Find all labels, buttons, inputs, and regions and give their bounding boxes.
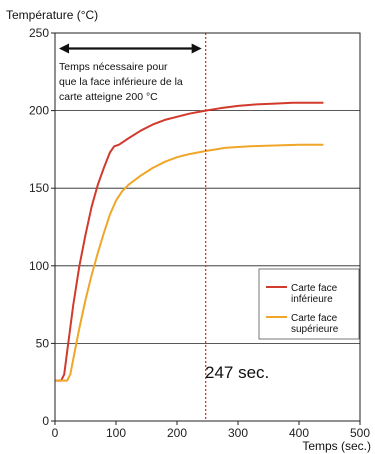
annotation-text-line-1: Temps nécessaire pour <box>59 61 168 73</box>
arrow-head-left <box>59 43 69 54</box>
y-tick-label-0: 0 <box>42 414 49 428</box>
series <box>55 33 324 421</box>
x-tick-label-200: 200 <box>167 426 187 440</box>
annotation-text-line-2: que la face inférieure de la <box>59 76 183 88</box>
legend-label-upper-1: Carte face <box>291 313 338 324</box>
x-tick-label-300: 300 <box>228 426 248 440</box>
y-tick-label-150: 150 <box>29 181 49 195</box>
legend-label-lower-1: Carte face <box>291 283 338 294</box>
legend-label-lower-2: inférieure <box>291 294 333 305</box>
y-axis-title: Température (°C) <box>6 8 98 22</box>
x-tick-label-0: 0 <box>52 426 59 440</box>
arrow-head-right <box>191 43 202 54</box>
x-tick-label-500: 500 <box>350 426 370 440</box>
series-line-1 <box>55 143 324 382</box>
x-tick-label-400: 400 <box>289 426 309 440</box>
series-line-0 <box>55 101 324 382</box>
annotation-text-line-3: carte atteigne 200 °C <box>59 91 158 103</box>
marker-label: 247 sec. <box>205 363 269 382</box>
legend: Carte face inférieure Carte face supérie… <box>258 268 360 340</box>
legend-label-upper-2: supérieure <box>291 324 339 335</box>
legend-box <box>258 268 360 340</box>
x-tick-label-100: 100 <box>106 426 126 440</box>
y-tick-label-100: 100 <box>29 259 49 273</box>
plot-frame <box>54 32 361 422</box>
y-tick-label-200: 200 <box>29 104 49 118</box>
annotation-arrow <box>59 43 202 54</box>
tick-labels: 0 50 100 150 200 250 0 100 200 300 400 500 <box>29 26 370 440</box>
x-axis-title: Temps (sec.) <box>302 439 371 453</box>
y-tick-label-250: 250 <box>29 26 49 40</box>
y-tick-label-50: 50 <box>36 336 50 350</box>
